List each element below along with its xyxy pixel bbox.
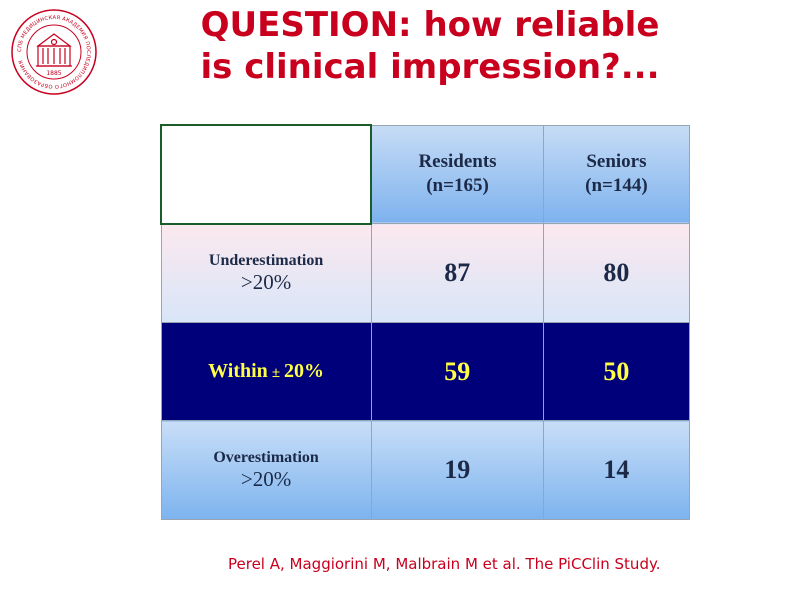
cell-underestimation-seniors: 80 [542,223,691,323]
slide-title: QUESTION: how reliable is clinical impre… [150,4,710,88]
results-table: Residents (n=165) Seniors (n=144) Undere… [159,124,691,520]
corner-cell [159,124,373,225]
title-line-2: is clinical impression?... [200,47,660,87]
cell-underestimation-residents: 87 [370,223,544,323]
academy-logo: СПБ МЕДИЦИНСКАЯ АКАДЕМИЯ ПОСЛЕДИПЛОМНОГО… [11,9,97,95]
row-label-overestimation: Overestimation >20% [160,420,372,520]
table-row-underestimation: Underestimation >20% 87 80 [160,223,691,323]
column-header-seniors: Seniors (n=144) [542,124,691,225]
title-line-1: QUESTION: how reliable [200,5,660,45]
cell-within-seniors: 50 [542,321,691,422]
cell-overestimation-seniors: 14 [542,420,691,520]
column-header-residents: Residents (n=165) [370,124,544,225]
header-row: Residents (n=165) Seniors (n=144) [159,124,691,225]
citation: Perel A, Maggiorini M, Malbrain M et al.… [228,555,661,573]
table-row-overestimation: Overestimation >20% 19 14 [160,420,691,520]
row-label-within: Within ± 20% [160,321,372,422]
cell-overestimation-residents: 19 [370,420,544,520]
row-label-underestimation: Underestimation >20% [160,223,372,323]
cell-within-residents: 59 [370,321,544,422]
logo-year: 1885 [46,70,61,77]
table-row-within: Within ± 20% 59 50 [160,321,691,422]
